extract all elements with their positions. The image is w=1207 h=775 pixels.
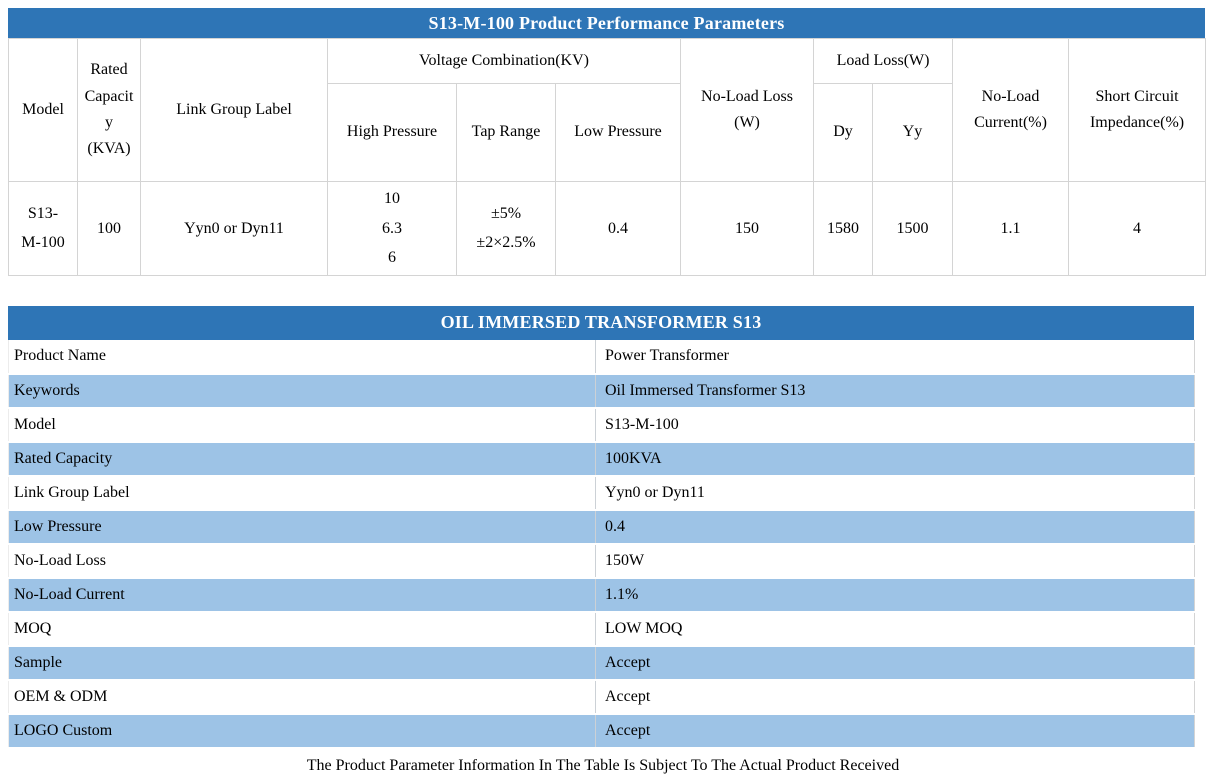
- header-cell-short-circuit-impedance: Short Circuit Impedance(%): [1068, 38, 1207, 182]
- header-cell-rated-capacity: Rated Capacity (KVA): [77, 38, 141, 182]
- spec-row: Sample Accept: [8, 645, 1195, 681]
- spec-row: Product Name Power Transformer: [8, 339, 1195, 375]
- header-cell-no-load-loss: No-Load Loss (W): [680, 38, 815, 182]
- cell-no-load-current-value: 1.1: [952, 181, 1070, 276]
- header-cell-tap-range: Tap Range: [456, 83, 556, 182]
- spec-label-cell: MOQ: [8, 611, 596, 647]
- spec-value-cell: Power Transformer: [595, 339, 1195, 375]
- spec-row: Keywords Oil Immersed Transformer S13: [8, 373, 1195, 409]
- spec-label-cell: Sample: [8, 645, 596, 681]
- spec-row: No-Load Loss 150W: [8, 543, 1195, 579]
- spec-label-cell: Product Name: [8, 339, 596, 375]
- footer-note: The Product Parameter Information In The…: [306, 756, 900, 774]
- spec-label-cell: No-Load Loss: [8, 543, 596, 579]
- performance-table-title-bar: S13-M-100 Product Performance Parameters: [8, 8, 1205, 38]
- spec-row: Model S13-M-100: [8, 407, 1195, 443]
- spec-value-cell: S13-M-100: [595, 407, 1195, 443]
- spec-label-cell: No-Load Current: [8, 577, 596, 613]
- spec-value-cell: 100KVA: [595, 441, 1195, 477]
- spec-value-cell: Yyn0 or Dyn11: [595, 475, 1195, 511]
- spec-value-cell: 0.4: [595, 509, 1195, 545]
- cell-rated-capacity-value: 100: [77, 181, 141, 276]
- spec-label-cell: Keywords: [8, 373, 596, 409]
- spec-value-cell: 150W: [595, 543, 1195, 579]
- performance-table: Model Rated Capacity (KVA) Link Group La…: [8, 38, 1207, 276]
- header-cell-link-group-label: Link Group Label: [140, 38, 328, 182]
- header-cell-high-pressure: High Pressure: [327, 83, 457, 182]
- spec-row: LOGO Custom Accept: [8, 713, 1195, 749]
- spec-row: No-Load Current 1.1%: [8, 577, 1195, 613]
- header-cell-voltage-combination: Voltage Combination(KV): [326, 38, 682, 84]
- spec-label-cell: Link Group Label: [8, 475, 596, 511]
- cell-yy-value: 1500: [872, 181, 954, 276]
- spec-row: Link Group Label Yyn0 or Dyn11: [8, 475, 1195, 511]
- header-cell-dy: Dy: [813, 83, 874, 182]
- header-cell-low-pressure: Low Pressure: [554, 83, 682, 182]
- spec-value-cell: 1.1%: [595, 577, 1195, 613]
- header-cell-model: Model: [8, 38, 78, 182]
- cell-link-group-label-value: Yyn0 or Dyn11: [140, 181, 328, 276]
- spec-row: Rated Capacity 100KVA: [8, 441, 1195, 477]
- header-cell-load-loss: Load Loss(W): [813, 38, 954, 84]
- spec-value-cell: LOW MOQ: [595, 611, 1195, 647]
- spec-label-cell: LOGO Custom: [8, 713, 596, 749]
- spec-table: Product Name Power Transformer Keywords …: [8, 339, 1195, 749]
- spec-value-cell: Oil Immersed Transformer S13: [595, 373, 1195, 409]
- spec-table-title-bar: OIL IMMERSED TRANSFORMER S13: [8, 305, 1194, 340]
- spec-value-cell: Accept: [595, 645, 1195, 681]
- cell-high-pressure-value: 10 6.3 6: [327, 181, 457, 276]
- header-cell-yy: Yy: [872, 83, 954, 182]
- cell-low-pressure-value: 0.4: [554, 181, 682, 276]
- cell-short-circuit-impedance-value: 4: [1068, 181, 1207, 276]
- spec-label-cell: Low Pressure: [8, 509, 596, 545]
- cell-model-value: S13-M-100: [8, 181, 78, 276]
- cell-no-load-loss-value: 150: [680, 181, 815, 276]
- header-cell-no-load-current: No-Load Current(%): [952, 38, 1070, 182]
- spec-row: MOQ LOW MOQ: [8, 611, 1195, 647]
- spec-label-cell: OEM & ODM: [8, 679, 596, 715]
- cell-tap-range-value: ±5% ±2×2.5%: [456, 181, 556, 276]
- spec-value-cell: Accept: [595, 713, 1195, 749]
- spec-value-cell: Accept: [595, 679, 1195, 715]
- spec-row: Low Pressure 0.4: [8, 509, 1195, 545]
- cell-dy-value: 1580: [813, 181, 874, 276]
- performance-data-row: S13-M-100 100 Yyn0 or Dyn11 10 6.3 6 ±5%…: [8, 181, 1207, 276]
- spec-row: OEM & ODM Accept: [8, 679, 1195, 715]
- spec-label-cell: Rated Capacity: [8, 441, 596, 477]
- spec-label-cell: Model: [8, 407, 596, 443]
